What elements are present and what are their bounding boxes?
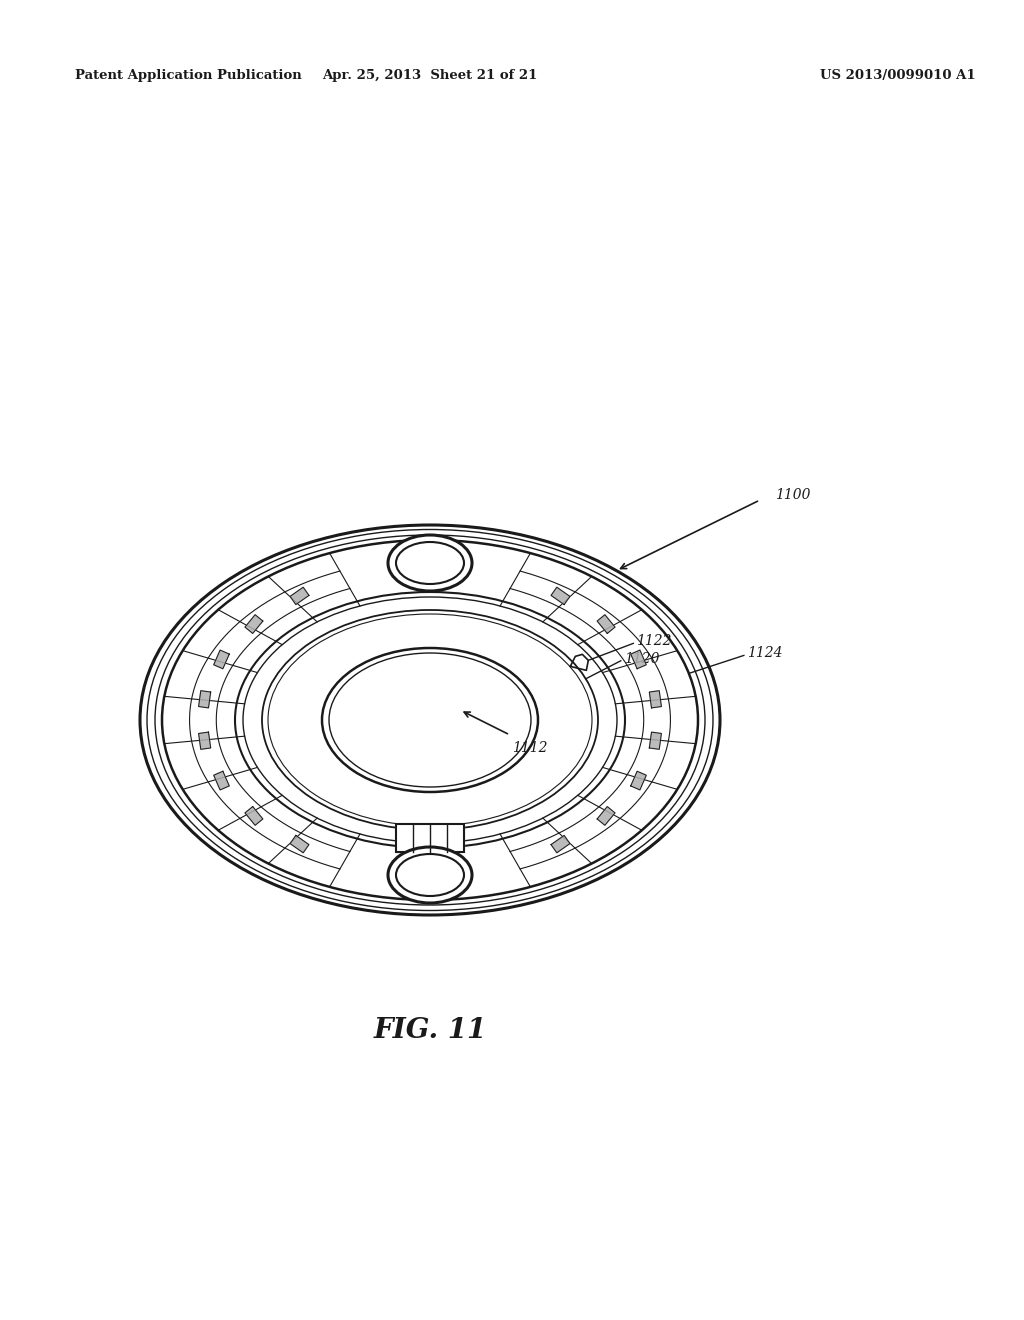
Polygon shape xyxy=(199,690,211,708)
Text: 1112: 1112 xyxy=(512,741,548,755)
Ellipse shape xyxy=(388,535,472,591)
Polygon shape xyxy=(649,733,662,750)
Text: FIG. 11: FIG. 11 xyxy=(374,1016,486,1044)
Ellipse shape xyxy=(396,854,464,896)
Ellipse shape xyxy=(396,543,464,583)
Polygon shape xyxy=(245,615,263,634)
Text: 1122: 1122 xyxy=(636,635,672,648)
Polygon shape xyxy=(597,807,615,825)
Ellipse shape xyxy=(388,847,472,903)
Polygon shape xyxy=(597,615,615,634)
Bar xyxy=(396,824,464,851)
Polygon shape xyxy=(649,690,662,708)
Polygon shape xyxy=(631,649,646,669)
Text: 1100: 1100 xyxy=(775,488,811,502)
Text: 1120: 1120 xyxy=(624,652,659,665)
Polygon shape xyxy=(631,771,646,789)
Text: 1124: 1124 xyxy=(746,647,782,660)
Polygon shape xyxy=(396,824,464,851)
Polygon shape xyxy=(214,649,229,669)
Text: US 2013/0099010 A1: US 2013/0099010 A1 xyxy=(820,69,976,82)
Polygon shape xyxy=(290,836,309,853)
Polygon shape xyxy=(199,733,211,750)
Polygon shape xyxy=(214,771,229,789)
Polygon shape xyxy=(245,807,263,825)
Polygon shape xyxy=(551,587,570,605)
Text: Patent Application Publication: Patent Application Publication xyxy=(75,69,302,82)
Polygon shape xyxy=(290,587,309,605)
Text: Apr. 25, 2013  Sheet 21 of 21: Apr. 25, 2013 Sheet 21 of 21 xyxy=(323,69,538,82)
Polygon shape xyxy=(551,836,570,853)
